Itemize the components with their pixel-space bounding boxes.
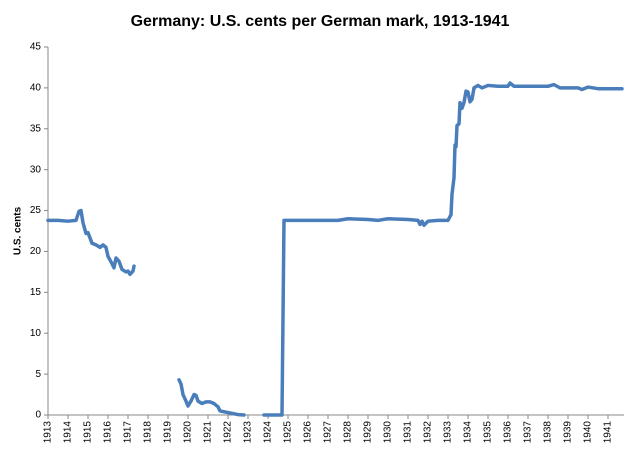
x-tick-label: 1933 bbox=[443, 421, 454, 444]
x-tick-label: 1937 bbox=[523, 421, 534, 444]
x-tick-label: 1929 bbox=[363, 421, 374, 444]
x-tick-label: 1918 bbox=[143, 421, 154, 444]
x-tick-label: 1935 bbox=[483, 421, 494, 444]
x-tick-label: 1932 bbox=[423, 421, 434, 444]
x-tick-label: 1916 bbox=[103, 421, 114, 444]
y-tick-label: 10 bbox=[30, 328, 42, 339]
y-tick-label: 15 bbox=[30, 287, 42, 298]
x-tick-label: 1919 bbox=[163, 421, 174, 444]
x-tick-label: 1920 bbox=[183, 421, 194, 444]
y-tick-label: 45 bbox=[30, 42, 42, 53]
x-tick-label: 1925 bbox=[283, 421, 294, 444]
x-tick-label: 1934 bbox=[463, 421, 474, 444]
data-line bbox=[46, 81, 624, 417]
y-tick-label: 30 bbox=[30, 164, 42, 175]
chart-title: Germany: U.S. cents per German mark, 191… bbox=[131, 13, 510, 30]
y-tick-label: 5 bbox=[35, 369, 41, 380]
x-tick-label: 1940 bbox=[583, 421, 594, 444]
y-axis-label: U.S. cents bbox=[13, 206, 24, 255]
x-tick-label: 1927 bbox=[323, 421, 334, 444]
x-tick-label: 1923 bbox=[243, 421, 254, 444]
x-tick-label: 1922 bbox=[223, 421, 234, 444]
x-tick-label: 1941 bbox=[603, 421, 614, 444]
x-tick-label: 1924 bbox=[263, 421, 274, 444]
x-tick-label: 1930 bbox=[383, 421, 394, 444]
x-tick-label: 1928 bbox=[343, 421, 354, 444]
x-tick-label: 1921 bbox=[203, 421, 214, 444]
x-tick-label: 1938 bbox=[543, 421, 554, 444]
y-tick-label: 20 bbox=[30, 246, 42, 257]
x-tick-label: 1926 bbox=[303, 421, 314, 444]
x-tick-label: 1914 bbox=[63, 421, 74, 444]
y-tick-label: 40 bbox=[30, 83, 42, 94]
y-tick-label: 35 bbox=[30, 123, 42, 134]
x-tick-label: 1917 bbox=[123, 421, 134, 444]
x-tick-label: 1931 bbox=[403, 421, 414, 444]
x-tick-label: 1939 bbox=[563, 421, 574, 444]
y-tick-label: 25 bbox=[30, 205, 42, 216]
x-tick-label: 1915 bbox=[83, 421, 94, 444]
y-tick-label: 0 bbox=[35, 410, 41, 421]
x-tick-label: 1913 bbox=[43, 421, 54, 444]
x-tick-label: 1936 bbox=[503, 421, 514, 444]
